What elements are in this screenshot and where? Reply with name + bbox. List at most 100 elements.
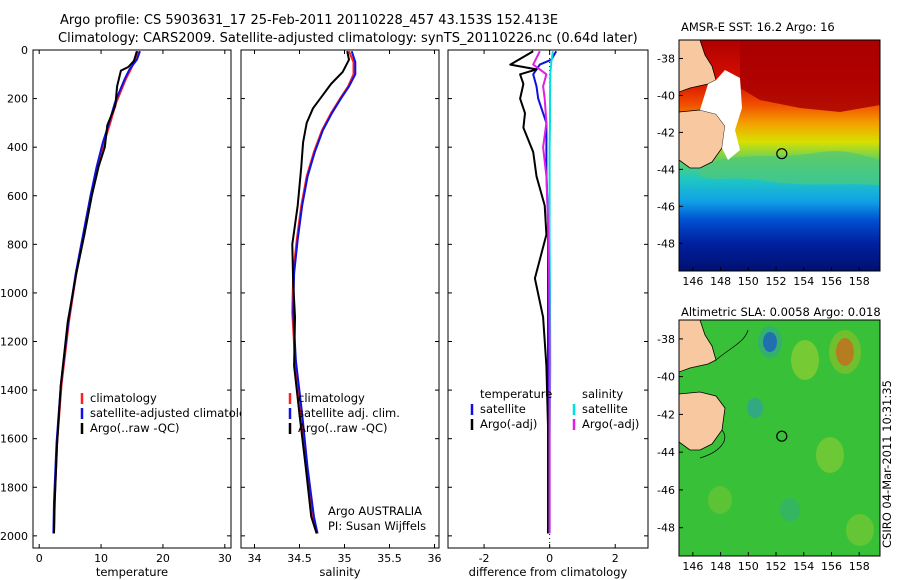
- isobath-contour: [699, 329, 749, 459]
- legend-header-salinity: salinity: [582, 387, 623, 401]
- y-tick-label: 0: [21, 44, 28, 57]
- legend-header-temperature: temperature: [480, 387, 552, 401]
- temperature-axes-frame: [32, 49, 232, 549]
- x-tick-label: -2: [479, 552, 490, 565]
- x-axis-label: difference from climatology: [469, 565, 628, 579]
- legend-entry: climatology: [298, 391, 365, 405]
- x-tick-label: 36: [428, 552, 442, 565]
- lon-tick-label: 156: [821, 560, 842, 573]
- lat-tick-label: -40: [657, 89, 675, 102]
- title-line-2: Climatology: CARS2009. Satellite-adjuste…: [58, 31, 638, 46]
- x-tick-label: 35.5: [377, 552, 402, 565]
- tasmania: [679, 391, 726, 451]
- lat-tick-label: -42: [657, 408, 675, 421]
- x-tick-label: 0: [36, 552, 43, 565]
- x-tick-label: 34: [248, 552, 262, 565]
- sla-high-halo: [829, 330, 861, 374]
- sla-patch: [780, 498, 800, 522]
- sla-map: -38 -40 -42 -44 -46 -48 146 148 150 152 154 156 158: [657, 319, 881, 573]
- lat-tick-label: -44: [657, 446, 675, 459]
- x-tick-label: 2: [612, 552, 619, 565]
- lon-tick-label: 148: [710, 275, 731, 288]
- series-line-argo: [509, 50, 549, 534]
- y-tick-label: 800: [7, 238, 28, 251]
- lat-tick-label: -40: [657, 371, 675, 384]
- y-tick-label: 200: [7, 93, 28, 106]
- series-line-argo: [291, 50, 350, 534]
- sst-no-data: [700, 70, 742, 160]
- sla-high-eddy: [836, 338, 854, 366]
- sla-map-ticks: -38 -40 -42 -44 -46 -48 146 148 150 152 154 156 158: [657, 333, 870, 573]
- legend-entry: Argo(..raw -QC): [298, 421, 388, 435]
- salinity-panel: 34 34.5 35 35.5 36 salinity climatologysatelli…: [240, 49, 442, 579]
- title-line-1: Argo profile: CS 5903631_17 25-Feb-2011 …: [60, 13, 558, 28]
- lat-tick-label: -48: [657, 237, 675, 250]
- x-tick-label: 20: [156, 552, 170, 565]
- lat-tick-label: -48: [657, 522, 675, 535]
- sla-patch: [816, 437, 844, 473]
- x-axis-label: temperature: [96, 565, 168, 579]
- x-tick-label: 0: [546, 552, 553, 565]
- argo-position-marker: [776, 430, 788, 442]
- x-tick-label: 35: [338, 552, 352, 565]
- y-tick-label: 400: [7, 141, 28, 154]
- temperature-panel: 0 200 400 600 800 1000 1200 1400 1600 1800 2000 0 10…: [0, 44, 260, 579]
- x-tick-label: 10: [94, 552, 108, 565]
- lat-tick-label: -42: [657, 126, 675, 139]
- y-tick-label: 1200: [0, 336, 28, 349]
- sst-map-title: AMSR-E SST: 16.2 Argo: 16: [681, 20, 835, 34]
- lon-tick-label: 146: [682, 560, 703, 573]
- sla-patch: [747, 398, 763, 418]
- sst-map-frame: [678, 39, 881, 272]
- y-tick-label: 2000: [0, 530, 28, 543]
- legend-entry: climatology: [90, 391, 157, 405]
- annotation-text: PI: Susan Wijffels: [328, 519, 426, 533]
- lon-tick-label: 152: [766, 275, 787, 288]
- warm-water-patch: [740, 40, 880, 112]
- legend-entry: satellite: [480, 402, 526, 416]
- mid-water-band: [700, 151, 880, 185]
- y-tick-label: 1800: [0, 481, 28, 494]
- sla-patch: [791, 340, 819, 380]
- lon-tick-label: 146: [682, 275, 703, 288]
- y-tick-label: 600: [7, 190, 28, 203]
- salinity-axes-frame: [240, 49, 440, 549]
- lon-tick-label: 150: [738, 560, 759, 573]
- sla-patch: [846, 514, 874, 546]
- lon-tick-label: 148: [710, 560, 731, 573]
- legend-entry: Argo(-adj): [480, 417, 537, 431]
- lon-tick-label: 158: [849, 275, 870, 288]
- sst-map-ticks: -38 -40 -42 -44 -46 -48 146 148 150 152 154 156 158: [657, 52, 870, 288]
- lon-tick-label: 152: [766, 560, 787, 573]
- argo-position-marker: [776, 148, 788, 160]
- lon-tick-label: 158: [849, 560, 870, 573]
- lon-tick-label: 154: [793, 560, 814, 573]
- side-stamp: CSIRO 04-Mar-2011 10:31:35: [880, 380, 894, 548]
- sla-map-title: Altimetric SLA: 0.0058 Argo: 0.018: [681, 305, 881, 319]
- lat-tick-label: -38: [657, 333, 675, 346]
- y-tick-label: 1600: [0, 433, 28, 446]
- series-line-sal-argo: [532, 50, 551, 534]
- lat-tick-label: -38: [657, 52, 675, 65]
- annotation-text: Argo AUSTRALIA: [328, 504, 422, 518]
- lat-tick-label: -46: [657, 200, 675, 213]
- legend-entry: satellite adj. clim.: [298, 406, 400, 420]
- sla-map-frame: [678, 319, 881, 557]
- sla-low-halo: [758, 326, 782, 358]
- legend-entry: satellite: [582, 402, 628, 416]
- legend-entry: satellite-adjusted climatology: [90, 406, 260, 420]
- y-tick-label: 1400: [0, 384, 28, 397]
- lon-tick-label: 150: [738, 275, 759, 288]
- lon-tick-label: 156: [821, 275, 842, 288]
- series-line-argo: [53, 50, 138, 534]
- series-line-satellite: [292, 50, 357, 534]
- x-tick-label: 34.5: [287, 552, 312, 565]
- sst-map: -38 -40 -42 -44 -46 -48 146 148 150 152 154 156 158: [657, 39, 881, 288]
- y-tick-label: 1000: [0, 287, 28, 300]
- lat-tick-label: -44: [657, 163, 675, 176]
- sla-patch: [708, 486, 732, 514]
- x-axis-label: salinity: [319, 565, 360, 579]
- x-tick-label: 30: [218, 552, 232, 565]
